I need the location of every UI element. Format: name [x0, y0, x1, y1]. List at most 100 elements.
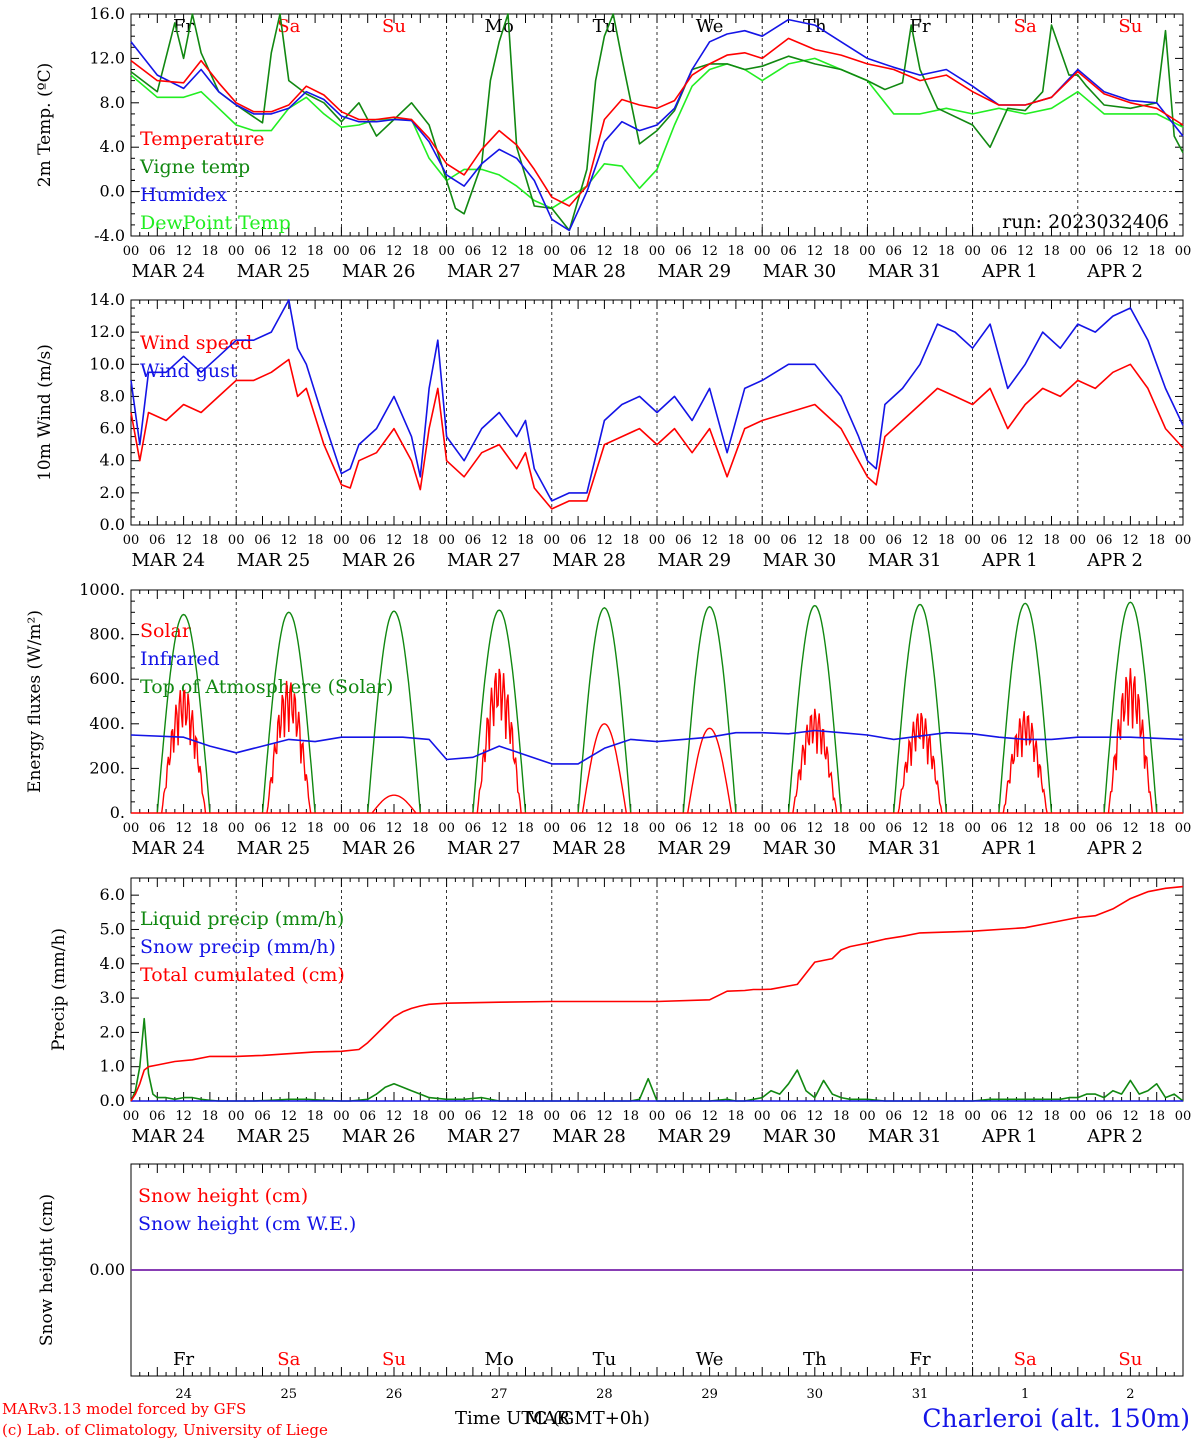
hour-tick-label: 00	[1175, 244, 1192, 259]
day-number-label: 1	[1021, 1387, 1029, 1402]
solar-curve	[897, 712, 943, 814]
location-label: Charleroi (alt. 150m)	[922, 1404, 1190, 1433]
solar-curve	[161, 689, 207, 814]
date-label: MAR 27	[447, 838, 521, 859]
y-tick-label: 14.0	[89, 290, 125, 309]
date-label: MAR 30	[763, 261, 837, 282]
hour-tick-label: 00	[649, 244, 666, 259]
hour-tick-label: 18	[1043, 533, 1060, 548]
date-label: MAR 31	[868, 838, 942, 859]
legend-entry: Snow height (cm W.E.)	[138, 1213, 356, 1235]
hour-tick-label: 12	[386, 244, 403, 259]
hour-tick-label: 06	[780, 533, 797, 548]
hour-tick-label: 00	[228, 821, 245, 836]
date-label: MAR 24	[131, 838, 205, 859]
hour-tick-label: 18	[938, 821, 955, 836]
hour-tick-label: 18	[202, 1109, 219, 1124]
hour-tick-label: 12	[912, 533, 929, 548]
hour-tick-label: 12	[807, 1109, 824, 1124]
hour-tick-label: 18	[833, 821, 850, 836]
day-number-label: 27	[491, 1387, 508, 1402]
hour-tick-label: 18	[938, 533, 955, 548]
hour-tick-label: 00	[964, 533, 981, 548]
hour-tick-label: 18	[307, 244, 324, 259]
hour-tick-label: 18	[622, 244, 639, 259]
hour-tick-label: 00	[228, 244, 245, 259]
hour-tick-label: 00	[544, 1109, 561, 1124]
date-label: MAR 26	[342, 838, 416, 859]
series-line-2	[130, 885, 1184, 1102]
date-label: MAR 27	[447, 550, 521, 571]
hour-tick-label: 06	[885, 533, 902, 548]
solar-curve	[581, 723, 627, 814]
date-label: MAR 30	[763, 550, 837, 571]
hour-tick-label: 18	[938, 1109, 955, 1124]
hour-tick-label: 18	[202, 533, 219, 548]
toa-solar-curve	[998, 602, 1053, 814]
hour-tick-label: 12	[807, 533, 824, 548]
hour-tick-label: 00	[754, 1109, 771, 1124]
hour-tick-label: 00	[859, 821, 876, 836]
hour-tick-label: 06	[991, 821, 1008, 836]
date-label: MAR 24	[131, 550, 205, 571]
hour-tick-label: 18	[1148, 533, 1165, 548]
y-tick-label: 0.0	[100, 515, 125, 534]
legend-entry: DewPoint Temp	[140, 212, 291, 234]
hour-tick-label: 06	[780, 821, 797, 836]
y-tick-label: 4.0	[100, 137, 125, 156]
day-number-label: 28	[596, 1387, 613, 1402]
hour-tick-label: 00	[754, 533, 771, 548]
hour-tick-label: 12	[491, 533, 508, 548]
hour-tick-label: 06	[991, 1109, 1008, 1124]
y-tick-label: 0.00	[89, 1260, 125, 1279]
hour-tick-label: 12	[1017, 821, 1034, 836]
toa-solar-curve	[787, 604, 842, 814]
toa-solar-curve	[1103, 601, 1158, 814]
date-label: MAR 25	[237, 550, 311, 571]
series-group	[130, 885, 1184, 1102]
hour-tick-label: 12	[701, 821, 718, 836]
hour-tick-label: 18	[728, 821, 745, 836]
hour-tick-label: 00	[123, 821, 140, 836]
legend-entry: Liquid precip (mm/h)	[140, 908, 344, 930]
hour-tick-label: 18	[1148, 1109, 1165, 1124]
hour-tick-label: 18	[1148, 244, 1165, 259]
y-tick-label: 16.0	[89, 4, 125, 23]
hour-tick-label: 12	[912, 821, 929, 836]
hour-tick-label: 18	[307, 533, 324, 548]
model-credit: MARv3.13 model forced by GFS	[2, 1400, 246, 1418]
date-label: MAR 26	[342, 261, 416, 282]
hour-tick-label: 12	[596, 821, 613, 836]
weekday-label-bottom: Sa	[1014, 1349, 1037, 1370]
solar-curve	[1107, 668, 1153, 814]
legend-entry: Snow height (cm)	[138, 1185, 308, 1207]
y-axis-label: Energy fluxes (W/m²)	[25, 610, 45, 793]
y-tick-label: -4.0	[94, 226, 125, 245]
hour-tick-label: 06	[465, 821, 482, 836]
weekday-label: Su	[1118, 16, 1142, 37]
series-group	[130, 299, 1184, 510]
hour-tick-label: 18	[517, 533, 534, 548]
solar-curve	[266, 680, 312, 814]
hour-tick-label: 06	[885, 244, 902, 259]
hour-tick-label: 06	[675, 244, 692, 259]
y-tick-label: 5.0	[100, 919, 125, 938]
hour-tick-label: 00	[859, 1109, 876, 1124]
legend-entry: Solar	[140, 620, 192, 642]
hour-tick-label: 18	[412, 533, 429, 548]
hour-tick-label: 00	[1175, 821, 1192, 836]
toa-solar-curve	[367, 610, 421, 814]
y-tick-label: 600.	[89, 669, 125, 688]
y-tick-label: 200.	[89, 758, 125, 777]
date-label: MAR 26	[342, 1126, 416, 1147]
legend-entry: Total cumulated (cm)	[140, 964, 345, 986]
hour-tick-label: 06	[359, 244, 376, 259]
hour-tick-label: 12	[1017, 244, 1034, 259]
y-axis-label: 10m Wind (m/s)	[35, 344, 55, 481]
lab-credit: (c) Lab. of Climatology, University of L…	[2, 1421, 328, 1439]
hour-tick-label: 12	[175, 533, 192, 548]
y-tick-label: 8.0	[100, 386, 125, 405]
hour-tick-label: 18	[412, 244, 429, 259]
weekday-label-bottom: We	[696, 1349, 724, 1370]
hour-tick-label: 06	[359, 1109, 376, 1124]
